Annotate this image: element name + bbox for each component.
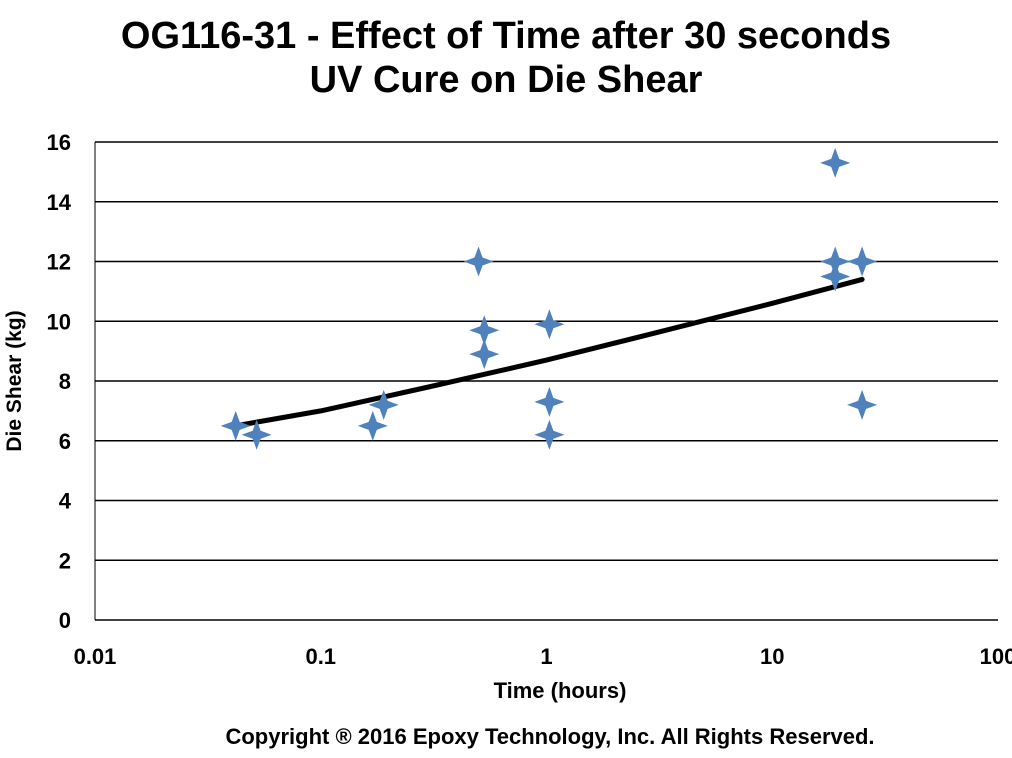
data-point: [534, 419, 565, 450]
data-point: [220, 410, 251, 441]
data-point: [368, 389, 399, 420]
x-tick-label: 0.1: [305, 644, 336, 669]
y-tick-label: 10: [47, 309, 71, 334]
x-tick-label: 0.01: [74, 644, 117, 669]
data-point: [534, 309, 565, 340]
trendline: [233, 276, 865, 429]
x-tick-label: 100: [980, 644, 1012, 669]
chart-title-line-1: OG116-31 - Effect of Time after 30 secon…: [120, 15, 892, 57]
data-point: [469, 339, 500, 370]
x-tick-label: 1: [540, 644, 552, 669]
chart-title: OG116-31 - Effect of Time after 30 secon…: [0, 14, 1012, 102]
y-tick-label: 4: [59, 489, 72, 514]
y-tick-label: 12: [47, 250, 71, 275]
data-point: [463, 246, 494, 277]
x-tick-labels: 0.01 0.1 1 10 100: [74, 644, 1012, 669]
data-point: [847, 246, 878, 277]
y-axis-label: Die Shear (kg): [3, 310, 26, 451]
y-tick-label: 2: [59, 548, 71, 573]
y-tick-label: 0: [59, 608, 71, 633]
y-tick-label: 14: [47, 190, 72, 215]
data-point: [820, 147, 851, 178]
chart-title-line-2: UV Cure on Die Shear: [309, 59, 703, 101]
copyright-notice: Copyright ® 2016 Epoxy Technology, Inc. …: [225, 724, 875, 749]
gridlines: [95, 141, 998, 621]
data-point: [241, 419, 272, 450]
x-tick-label: 10: [760, 644, 784, 669]
y-tick-label: 8: [59, 369, 71, 394]
data-points: [220, 147, 878, 450]
data-point: [357, 410, 388, 441]
x-axis-label: Time (hours): [494, 678, 627, 703]
y-tick-labels: 0 2 4 6 8 10 12 14 16: [47, 130, 72, 633]
y-tick-label: 6: [59, 429, 71, 454]
y-tick-label: 16: [47, 130, 71, 155]
data-point: [847, 389, 878, 420]
data-point: [469, 315, 500, 346]
data-point: [534, 386, 565, 417]
data-point: [820, 261, 851, 292]
